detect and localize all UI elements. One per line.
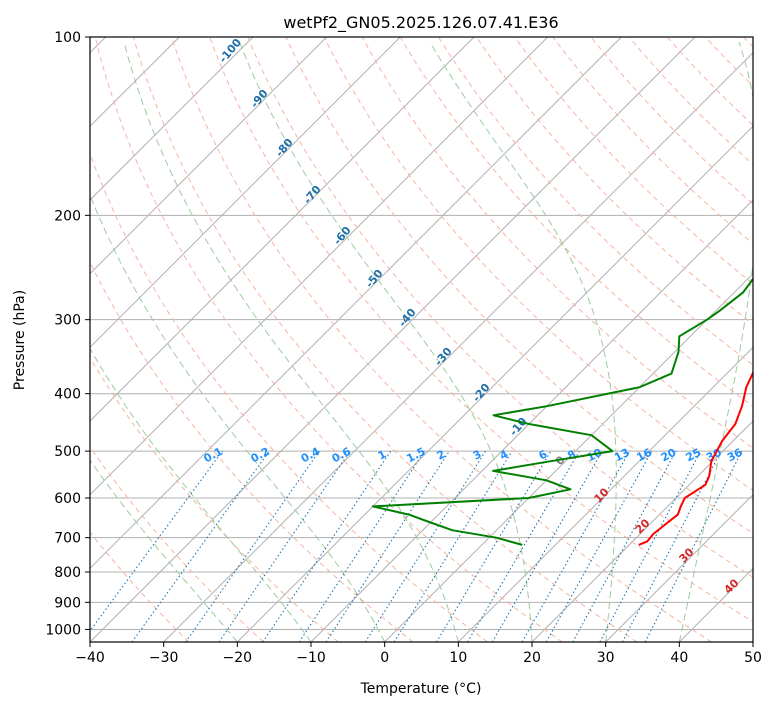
- mixing-ratio-label: 10: [585, 446, 605, 465]
- x-tick-label: −20: [223, 650, 253, 666]
- moist-adiabat-line: [239, 41, 533, 642]
- x-tick-label: −40: [75, 650, 105, 666]
- y-tick-label: 300: [54, 313, 81, 329]
- isotherm-line: [236, 125, 753, 642]
- profile-lines: [371, 277, 753, 546]
- moist-adiabat-line: [90, 194, 386, 642]
- x-tick-label: 0: [380, 650, 389, 666]
- isotherm-line: [163, 51, 753, 642]
- dry-adiabat-line: [476, 37, 753, 325]
- moist-adiabat-line: [429, 41, 617, 642]
- isotherm-line: [90, 37, 549, 496]
- dry-adiabat-line: [247, 37, 753, 578]
- x-tick-label: 40: [670, 650, 688, 666]
- isotherm-line: [90, 37, 254, 201]
- x-tick-label: 10: [449, 650, 467, 666]
- x-tick-label: 30: [597, 650, 615, 666]
- plot-frame: [89, 36, 754, 643]
- y-tick-label: 900: [54, 595, 81, 611]
- moist-adiabat-line: [123, 41, 459, 642]
- isotherm-line: [90, 37, 622, 570]
- y-tick-label: 200: [54, 208, 81, 224]
- x-axis: −40 −30 −20 −10 0 10 20 30 40 50: [75, 642, 762, 666]
- mixing-ratio-line: [185, 450, 320, 642]
- moist-adiabat-line: [90, 347, 312, 642]
- dry-adiabat-line: [90, 356, 339, 642]
- isotherm-line: [384, 272, 753, 642]
- y-tick-label: 400: [54, 387, 81, 403]
- dry-adiabat-line: [209, 37, 753, 623]
- chart-title: wetPf2_GN05.2025.126.07.41.E36: [283, 13, 558, 33]
- mixing-ratio-line: [393, 450, 513, 642]
- mixing-ratio-line: [325, 450, 450, 642]
- dry-adiabat-line: [437, 37, 753, 366]
- mixing-ratio-label: 20: [659, 446, 679, 465]
- y-tick-label: 1000: [45, 622, 81, 638]
- isotherm-line: [90, 37, 475, 422]
- isotherm-line: [605, 493, 753, 642]
- mixing-ratio-line: [545, 450, 653, 642]
- isotherm-line: [531, 420, 753, 642]
- y-axis: 1000 900 800 700 600 500 400 300 200 100: [45, 30, 90, 638]
- mixing-ratio-line: [218, 450, 351, 642]
- y-tick-label: 600: [54, 491, 81, 507]
- y-tick-label: 500: [54, 444, 81, 460]
- x-tick-label: −30: [149, 650, 179, 666]
- y-tick-label: 800: [54, 565, 81, 581]
- dry-adiabat-line: [323, 37, 753, 491]
- mixing-ratio-line: [572, 450, 677, 642]
- y-tick-label: 100: [54, 30, 81, 46]
- moist-adiabat-line: [90, 459, 238, 642]
- mixing-ratio-line: [491, 450, 603, 642]
- mixing-ratio-label: 25: [684, 446, 704, 465]
- mixing-ratio-label: 36: [725, 446, 745, 465]
- dry-adiabat-line: [90, 531, 190, 642]
- dry-adiabat-line: [171, 37, 712, 642]
- dry-adiabat-line: [90, 152, 488, 642]
- dry-adiabat-line: [590, 37, 753, 205]
- dry-adiabat-line: [132, 37, 638, 642]
- y-axis-label: Pressure (hPa): [12, 290, 28, 390]
- x-tick-label: −10: [296, 650, 326, 666]
- mixing-ratio-line: [467, 450, 580, 642]
- dry-adiabat-line: [552, 37, 753, 245]
- temperature-profile-line: [638, 370, 753, 546]
- x-axis-label: Temperature (°C): [360, 681, 482, 697]
- dewpoint-profile-line: [371, 277, 753, 546]
- dry-adiabat-line: [361, 37, 753, 449]
- x-tick-label: 20: [523, 650, 541, 666]
- y-tick-label: 700: [54, 531, 81, 547]
- dry-adiabat-line: [399, 37, 753, 407]
- dry-adiabat-line: [514, 37, 753, 285]
- background-lines: [90, 37, 753, 642]
- mixing-ratio-line: [364, 450, 486, 642]
- isotherm-line: [457, 346, 753, 642]
- mixing-ratio-label: 13: [612, 446, 632, 465]
- mixing-ratio-line: [435, 450, 552, 642]
- isotherm-line: [90, 37, 328, 275]
- x-tick-label: 50: [744, 650, 762, 666]
- dry-adiabat-line: [285, 37, 753, 535]
- isotherm-line: [90, 37, 401, 349]
- dry-adiabat-line: [90, 260, 414, 642]
- isotherm-line: [90, 37, 696, 642]
- mixing-ratio-label: 16: [634, 446, 654, 465]
- mixing-ratio-line: [521, 450, 630, 642]
